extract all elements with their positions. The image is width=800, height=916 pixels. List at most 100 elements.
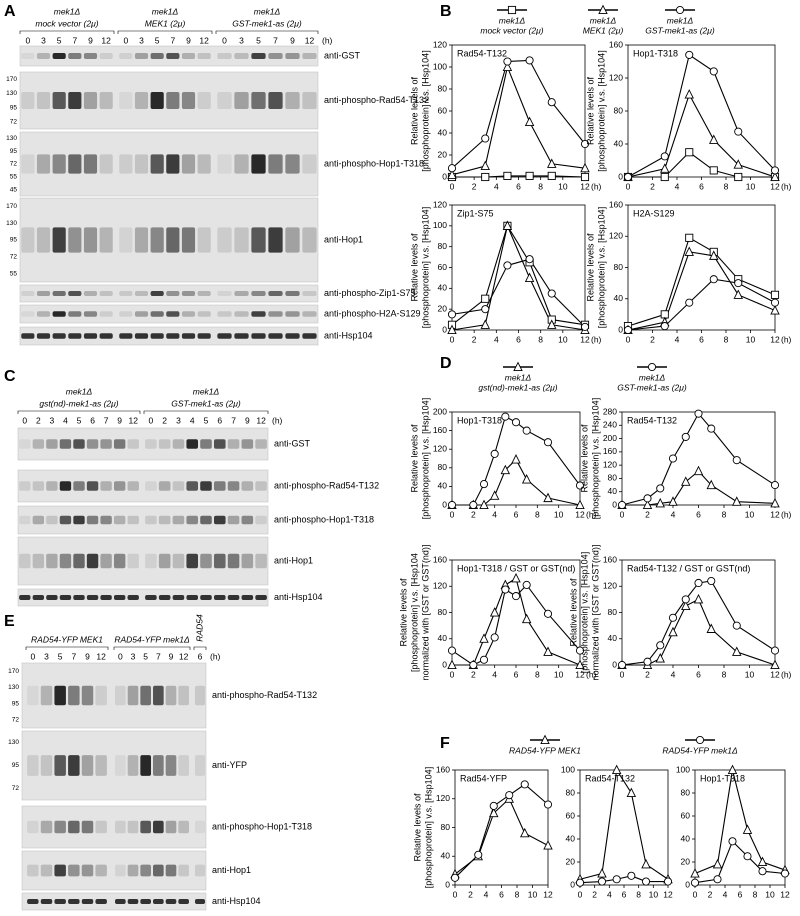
data-point: [503, 171, 512, 180]
blot-band: [181, 311, 196, 317]
y-tick-label: 40: [608, 633, 618, 643]
y-tick-label: 80: [441, 822, 451, 832]
blot-band: [54, 820, 66, 834]
y-tick-label: 0: [618, 171, 623, 181]
blot-band: [200, 553, 212, 569]
x-tick-label: 6: [499, 889, 504, 899]
blot-band: [251, 333, 266, 339]
time-unit: (h): [272, 415, 283, 425]
blot-band: [186, 439, 199, 449]
y-tick-label: 40: [438, 633, 448, 643]
blot-band: [241, 515, 254, 525]
time-label: 9: [245, 415, 250, 425]
y-axis-label: Relative levels of: [579, 424, 589, 493]
blot-band: [83, 91, 98, 110]
blot-band: [32, 553, 45, 569]
blot-band: [194, 685, 206, 706]
y-axis-label: Relative levels of: [568, 578, 578, 647]
x-axis-unit: (h): [591, 181, 602, 191]
mw-marker: 170: [6, 203, 17, 210]
series-line: [622, 598, 776, 666]
y-tick-label: 40: [438, 283, 448, 293]
x-tick-label: 10: [558, 334, 568, 344]
data-point: [489, 807, 499, 818]
time-label: 7: [156, 651, 161, 661]
blot-band: [68, 91, 82, 110]
data-point: [469, 660, 478, 670]
series-line: [579, 768, 669, 880]
data-point: [685, 50, 694, 59]
blot-band: [166, 91, 180, 110]
data-point: [668, 454, 678, 463]
blot-band: [73, 439, 85, 449]
mw-marker: 130: [6, 90, 17, 97]
mw-marker: 55: [10, 174, 18, 181]
x-tick-label: 12: [770, 509, 780, 519]
y-tick-label: 120: [436, 793, 450, 803]
data-point: [685, 233, 694, 242]
blot-band: [227, 553, 240, 569]
blot-band: [158, 515, 171, 525]
series-line: [628, 151, 775, 178]
blot-band: [127, 898, 139, 905]
time-label: 12: [96, 651, 106, 661]
chart-title: Hop1-T318 / GST or GST(nd): [457, 563, 575, 573]
data-point: [734, 127, 743, 136]
blot-band: [165, 685, 177, 706]
mw-marker: 95: [12, 700, 20, 707]
antibody-label: anti-phospho-Hop1-T318: [212, 821, 312, 831]
blot-band: [73, 553, 85, 569]
blot-band: [113, 439, 126, 449]
data-point: [503, 57, 512, 66]
y-tick-label: 0: [445, 879, 450, 889]
mw-marker: 170: [6, 76, 17, 83]
data-point: [543, 840, 553, 850]
blot-band: [158, 481, 171, 491]
data-point: [450, 873, 460, 882]
blot-band: [27, 820, 39, 834]
group-label: mock vector (2μ): [35, 18, 98, 28]
legend-marker: [695, 735, 705, 745]
blot-band: [32, 439, 45, 449]
data-point: [503, 261, 512, 270]
data-point: [693, 593, 704, 604]
y-tick-label: 120: [609, 231, 623, 241]
data-point: [469, 500, 478, 510]
y-tick-label: 0: [442, 499, 447, 509]
blot-strip: [17, 588, 269, 607]
panel-letter: D: [440, 355, 452, 372]
x-tick-label: 2: [708, 889, 713, 899]
x-tick-label: 4: [671, 669, 676, 679]
data-point: [663, 877, 673, 886]
y-axis-label: [phosphoprotein] v.s. [Hsp104]: [420, 207, 430, 328]
x-tick-label: 4: [492, 669, 497, 679]
y-tick-label: 100: [561, 764, 575, 774]
blot-band: [115, 820, 126, 834]
time-label: 5: [77, 415, 82, 425]
data-point: [474, 850, 483, 859]
y-tick-label: 0: [618, 324, 623, 334]
data-point: [524, 272, 535, 282]
data-point: [770, 481, 780, 490]
group-label: mek1Δ: [54, 6, 81, 16]
data-point: [643, 657, 652, 666]
x-tick-label: 12: [770, 334, 780, 344]
blot-band: [46, 439, 58, 449]
x-tick-label: 2: [472, 181, 477, 191]
data-point: [502, 61, 513, 72]
blot-band: [251, 154, 266, 174]
blot-band: [234, 311, 249, 317]
blot-band: [100, 515, 112, 525]
data-point: [500, 464, 511, 475]
x-tick-label: 0: [626, 181, 631, 191]
series-line: [627, 251, 776, 331]
blot-band: [68, 820, 80, 834]
blot-band: [255, 553, 267, 569]
x-tick-label: 0: [693, 889, 698, 899]
blot-band: [217, 311, 232, 317]
blot-band: [150, 290, 164, 297]
blot-band: [52, 290, 66, 297]
data-point: [481, 305, 490, 314]
blot-band: [134, 227, 149, 253]
legend-label: mek1Δ: [667, 15, 694, 25]
